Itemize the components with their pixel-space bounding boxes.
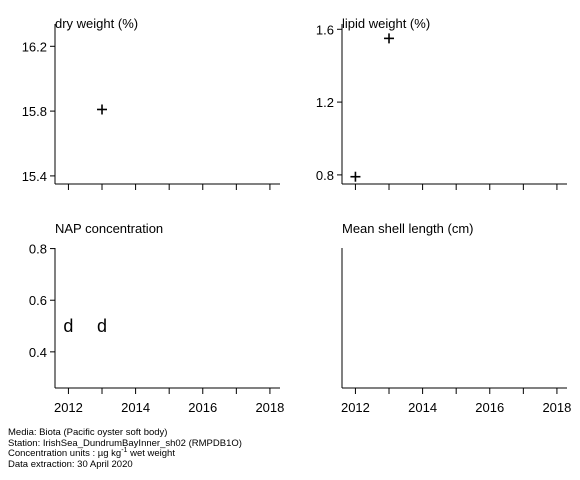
chart-footer: Media: Biota (Pacific oyster soft body) … bbox=[8, 427, 242, 470]
x-tick-label: 2012 bbox=[341, 400, 370, 415]
y-tick-label: 15.8 bbox=[22, 104, 47, 119]
y-tick-label: 0.8 bbox=[29, 242, 47, 257]
data-point-plus bbox=[384, 33, 395, 44]
footer-station: Station: IrishSea_DundrumBayInner_sh02 (… bbox=[8, 437, 242, 449]
x-tick-label: 2018 bbox=[255, 400, 284, 415]
data-point-plus bbox=[97, 104, 108, 115]
y-tick-label: 1.6 bbox=[316, 22, 334, 37]
data-point-label: d bbox=[97, 316, 107, 336]
x-tick-label: 2014 bbox=[121, 400, 150, 415]
y-tick-label: 0.4 bbox=[29, 345, 47, 360]
y-tick-label: 15.4 bbox=[22, 169, 47, 184]
x-tick-label: 2016 bbox=[188, 400, 217, 415]
y-tick-label: 1.2 bbox=[316, 95, 334, 110]
x-tick-label: 2012 bbox=[54, 400, 83, 415]
data-point-plus bbox=[350, 171, 361, 182]
panel-4: Mean shell length (cm) 2012 2014 2016 2018 bbox=[341, 221, 571, 415]
panel-title: Mean shell length (cm) bbox=[342, 221, 474, 236]
x-tick-label: 2016 bbox=[475, 400, 504, 415]
panel-title: dry weight (%) bbox=[55, 16, 138, 31]
panel-2: lipid weight (%) 0.8 1.2 1.6 bbox=[316, 16, 567, 190]
footer-extraction: Data extraction: 30 April 2020 bbox=[8, 458, 133, 470]
footer-units-suffix: wet weight bbox=[127, 448, 175, 459]
y-tick-label: 0.6 bbox=[29, 293, 47, 308]
panel-title: lipid weight (%) bbox=[342, 16, 430, 31]
y-tick-label: 16.2 bbox=[22, 39, 47, 54]
footer-units-prefix: Concentration units : µg kg bbox=[8, 448, 122, 459]
x-tick-label: 2018 bbox=[542, 400, 571, 415]
footer-units: Concentration units : µg kg-1 wet weight bbox=[8, 447, 242, 460]
footer-media: Media: Biota (Pacific oyster soft body) bbox=[8, 427, 168, 438]
x-tick-label: 2014 bbox=[408, 400, 437, 415]
panel-3: NAP concentration 2012 2014 2016 2018 0.4 0.6 0… bbox=[29, 221, 284, 415]
footer-units-exponent: -1 bbox=[121, 447, 128, 454]
panel-title: NAP concentration bbox=[55, 221, 163, 236]
panel-1: dry weight (%) 15.4 15.8 16.2 bbox=[22, 16, 280, 190]
y-tick-label: 0.8 bbox=[316, 168, 334, 183]
data-point-label: d bbox=[63, 316, 73, 336]
